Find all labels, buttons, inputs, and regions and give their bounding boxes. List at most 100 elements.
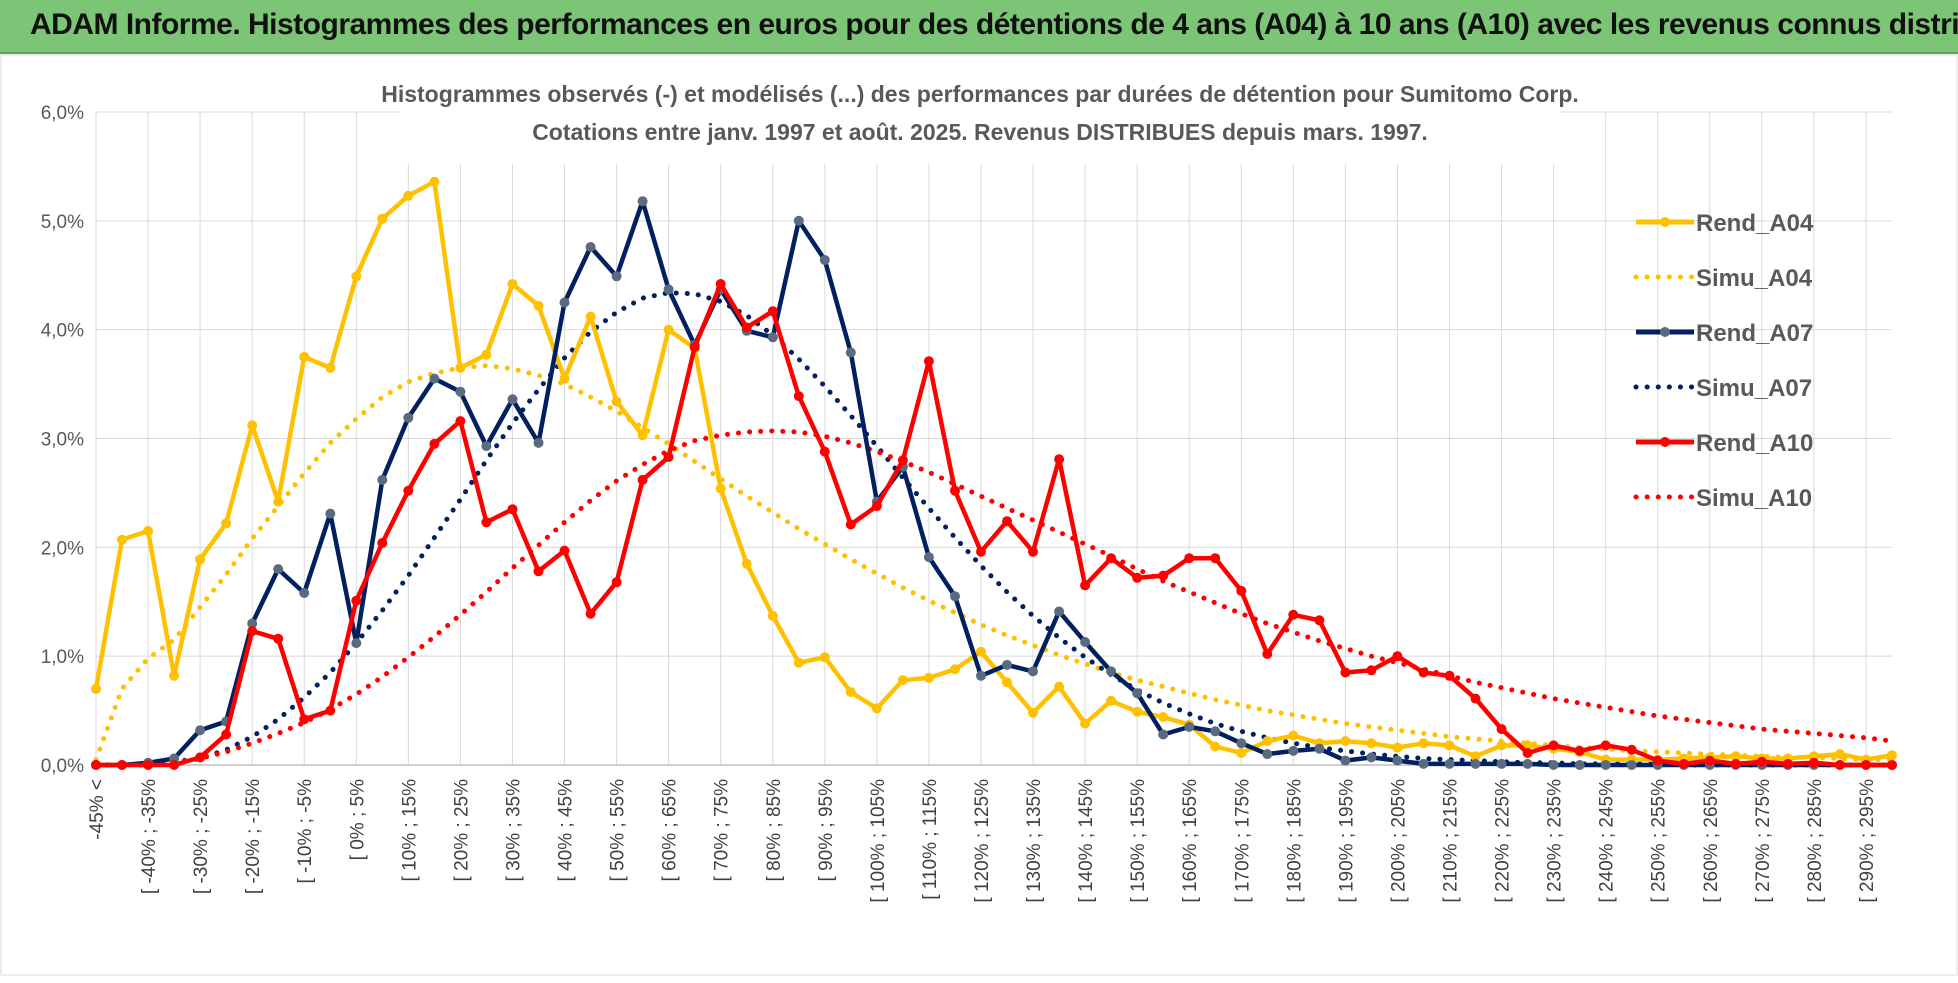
data-point	[1080, 580, 1091, 591]
data-point	[169, 670, 180, 681]
data-point	[1132, 688, 1143, 699]
data-point	[377, 474, 388, 485]
data-point	[1392, 755, 1403, 766]
data-point	[923, 552, 934, 563]
data-point	[325, 362, 336, 373]
data-point	[637, 430, 648, 441]
y-tick-label: 1,0%	[41, 647, 84, 668]
data-point	[1106, 553, 1117, 564]
data-point	[976, 646, 986, 657]
data-point	[455, 416, 466, 427]
chart-subtitle: Cotations entre janv. 1997 et août. 2025…	[532, 119, 1428, 145]
data-point	[1887, 760, 1897, 770]
data-point	[1288, 609, 1299, 620]
data-point	[1366, 665, 1377, 676]
data-point	[117, 760, 127, 770]
series-group	[91, 176, 1897, 770]
series-rend-a04	[91, 176, 1897, 765]
x-tick-label: [ -10% ; -5%	[295, 779, 316, 884]
data-point	[1236, 585, 1247, 596]
data-point	[1340, 736, 1351, 747]
data-point	[1834, 749, 1845, 760]
data-point	[1028, 707, 1038, 718]
x-tick-label: [ 60% ; 65%	[660, 779, 681, 882]
data-point	[169, 760, 180, 770]
x-tick-label: [ 270% ; 275%	[1753, 779, 1774, 903]
x-tick-label: [ 210% ; 215%	[1441, 779, 1462, 903]
data-point	[1028, 546, 1038, 557]
series-line	[93, 290, 1895, 768]
data-point	[1418, 738, 1429, 749]
data-point	[507, 504, 518, 515]
data-point	[767, 306, 778, 317]
data-point	[819, 446, 830, 457]
data-point	[1106, 666, 1117, 677]
data-point	[793, 657, 804, 668]
data-point	[1314, 743, 1325, 754]
data-point	[1236, 748, 1247, 758]
data-point	[871, 501, 882, 511]
y-axis: 0,0% 1,0% 2,0% 3,0% 4,0% 5,0% 6,0%	[41, 103, 84, 777]
series-rend-a07	[91, 196, 1897, 770]
x-tick-label: [ 20% ; 25%	[451, 779, 472, 882]
x-tick-label: [ 50% ; 55%	[608, 779, 629, 882]
data-point	[845, 519, 856, 530]
data-point	[1600, 760, 1611, 770]
series-line	[93, 428, 1895, 768]
legend-item-rend-a07: Rend_A07	[1636, 320, 1813, 347]
data-point	[663, 284, 674, 295]
data-point	[481, 517, 492, 528]
data-point	[455, 362, 466, 373]
data-point	[663, 452, 674, 462]
data-point	[1444, 758, 1455, 769]
data-point	[299, 714, 310, 725]
data-point	[1652, 755, 1663, 766]
y-tick-label: 4,0%	[41, 321, 84, 342]
legend-marker	[1660, 437, 1670, 447]
legend-item-rend-a04: Rend_A04	[1636, 210, 1814, 237]
x-tick-label: [ 170% ; 175%	[1232, 779, 1253, 903]
data-point	[1496, 758, 1507, 769]
data-point	[1314, 615, 1325, 626]
data-point	[585, 608, 596, 619]
data-point	[715, 279, 726, 289]
data-point	[1288, 730, 1299, 741]
data-point	[637, 474, 648, 485]
legend-label: Simu_A10	[1696, 485, 1812, 512]
data-point	[1132, 572, 1143, 583]
legend-label: Rend_A04	[1696, 210, 1814, 237]
chart-area: 0,0% 1,0% 2,0% 3,0% 4,0% 5,0% 6,0% -45% < [ -40…	[0, 54, 1958, 976]
x-tick-label: [ 260% ; 265%	[1701, 779, 1722, 903]
data-point	[91, 683, 101, 694]
data-point	[793, 215, 804, 226]
data-point	[507, 394, 518, 405]
data-point	[1340, 755, 1351, 766]
data-point	[247, 626, 258, 637]
data-point	[559, 373, 570, 384]
data-point	[1288, 745, 1299, 756]
series-line	[96, 281, 1892, 768]
data-point	[429, 373, 440, 384]
data-point	[845, 347, 856, 358]
data-point	[741, 558, 752, 569]
data-point	[1470, 758, 1481, 769]
data-point	[1132, 706, 1143, 717]
legend-item-rend-a10: Rend_A10	[1636, 430, 1813, 457]
data-point	[1418, 758, 1429, 769]
data-point	[533, 437, 544, 448]
x-tick-label: [ 190% ; 195%	[1336, 779, 1357, 903]
data-point	[976, 670, 986, 681]
data-point	[585, 311, 596, 322]
data-point	[1626, 744, 1637, 755]
data-point	[1808, 757, 1819, 768]
data-point	[533, 300, 544, 311]
legend-label: Rend_A10	[1696, 430, 1813, 457]
legend-label: Simu_A04	[1696, 265, 1813, 292]
data-point	[1861, 760, 1871, 770]
series-line	[93, 179, 1893, 762]
data-point	[351, 271, 362, 282]
data-point	[897, 455, 908, 466]
x-tick-label: [ -20% ; -15%	[243, 779, 264, 894]
data-point	[1054, 681, 1065, 692]
data-point	[1574, 760, 1585, 770]
